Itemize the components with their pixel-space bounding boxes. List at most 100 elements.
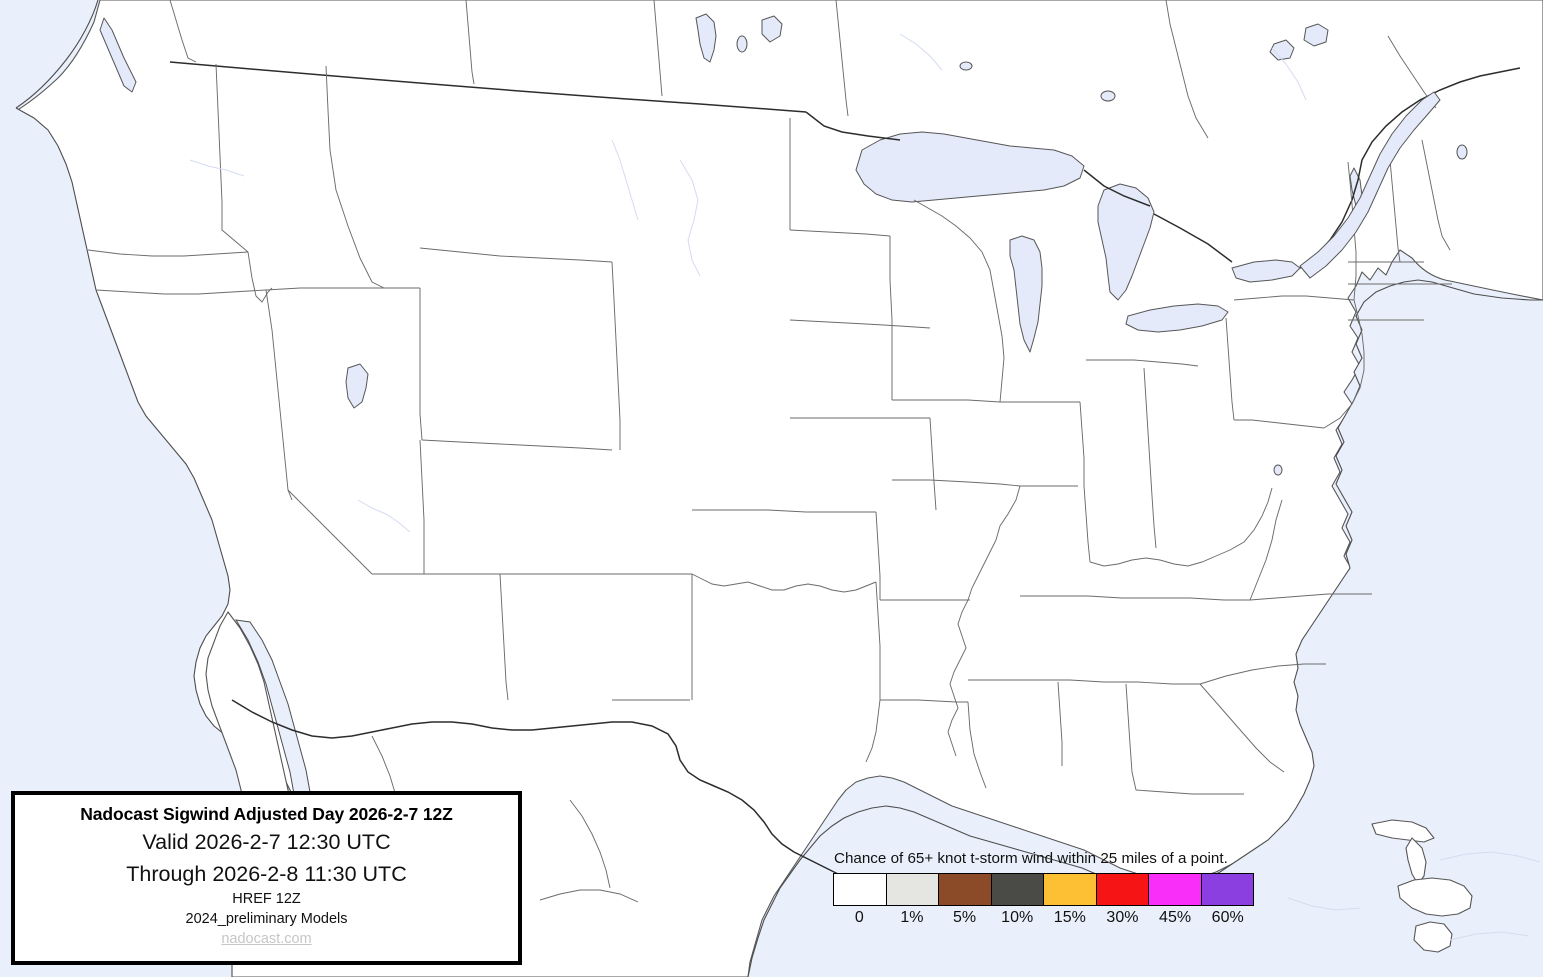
lake-huron — [1097, 183, 1155, 301]
legend-swatch-60pct — [1201, 874, 1253, 905]
border-mn-ia — [892, 399, 1001, 403]
border-in-oh — [1143, 367, 1157, 549]
red-river — [611, 139, 639, 221]
border-oh-pa — [1225, 317, 1235, 421]
border-mn-ia-west — [889, 236, 893, 400]
border-wy-co — [419, 288, 423, 441]
forecast-through-time: Through 2026-2-8 11:30 UTC — [126, 862, 407, 887]
forecast-model-set: 2024_preliminary Models — [185, 910, 348, 927]
canada-river-2 — [899, 33, 943, 71]
legend-swatch-45pct — [1149, 874, 1202, 905]
forecast-model: HREF 12Z — [232, 891, 301, 908]
legend-color-bar — [833, 873, 1254, 906]
border-ks-ok — [692, 509, 876, 513]
lake-superior — [855, 131, 1085, 203]
lake-speck-4 — [736, 35, 748, 53]
lake-speck-2 — [1100, 90, 1116, 102]
missouri-river — [679, 159, 701, 277]
border-wy-east — [611, 261, 621, 450]
cuba-east — [1413, 921, 1453, 953]
border-wa-or — [87, 249, 249, 257]
legend-label-row: 0 1% 5% 10% 15% 30% 45% 60% — [833, 909, 1254, 927]
manitoba-ontario-line — [835, 0, 849, 117]
border-ok-tx — [691, 573, 877, 593]
border-la-ms — [967, 701, 987, 789]
border-al-ga — [1125, 683, 1137, 791]
canada-lake-2 — [1269, 39, 1295, 61]
border-vt-nh — [1389, 159, 1401, 263]
legend-label-1pct: 1% — [900, 909, 924, 926]
bahamas-north — [1371, 819, 1435, 843]
canada-river-1 — [1271, 47, 1307, 101]
lake-winnipeg — [695, 13, 717, 63]
legend-swatch-15pct — [1044, 874, 1097, 905]
atlantic-ocean-fill — [748, 280, 1543, 977]
state-boundaries-group — [87, 63, 1452, 795]
border-nc-va — [1249, 593, 1372, 601]
border-ky-tn — [1020, 595, 1250, 601]
legend-label-10pct: 10% — [1001, 909, 1034, 926]
forecast-title: Nadocast Sigwind Adjusted Day 2026-2-7 1… — [80, 804, 453, 824]
pacific-ocean-south-fill — [0, 108, 302, 977]
columbia-river — [189, 159, 245, 177]
lake-speck-3 — [959, 61, 973, 71]
legend-swatch-5pct — [939, 874, 992, 905]
border-mi-in-oh — [1086, 359, 1199, 367]
canada-lake-1 — [1303, 23, 1329, 47]
border-wy-ut-east — [421, 439, 613, 451]
us-canada-border-east — [805, 67, 1521, 269]
alberta-sask-line — [465, 0, 475, 85]
atlantic-coast-group — [747, 279, 1543, 977]
border-il-in — [1079, 401, 1091, 563]
legend-swatch-0 — [834, 874, 887, 905]
border-mn-wi — [913, 199, 1005, 403]
border-az-nm — [499, 573, 509, 701]
border-tn-ms-al-ga — [968, 679, 1200, 685]
border-ga-fl — [1135, 789, 1244, 795]
sask-manitoba-line — [653, 0, 663, 97]
pacific-ocean-fill — [0, 0, 98, 118]
us-canada-border-49th — [169, 61, 807, 113]
site-watermark[interactable]: nadocast.com — [221, 931, 312, 948]
probability-legend: Chance of 65+ knot t-storm wind within 2… — [833, 850, 1257, 927]
ohio-river — [1089, 487, 1273, 567]
legend-label-5pct: 5% — [953, 909, 977, 926]
border-ks-mo — [929, 417, 937, 511]
border-va-wv-md — [1249, 499, 1283, 601]
bahama-bank-2 — [1449, 931, 1529, 941]
inland-lakes-group — [736, 35, 1468, 476]
caribbean-islands-group — [1287, 819, 1541, 953]
legend-swatch-10pct — [991, 874, 1044, 905]
border-mt-wy — [419, 247, 613, 263]
us-mexico-border — [231, 699, 843, 877]
border-la-tx — [865, 581, 881, 763]
bc-alberta-line — [169, 0, 197, 63]
rivers-group — [189, 139, 701, 533]
border-pa-ny — [1233, 295, 1355, 301]
canada-province-lines-group — [169, 0, 1437, 139]
border-ia-mo — [892, 479, 1021, 487]
forecast-info-box: Nadocast Sigwind Adjusted Day 2026-2-7 1… — [11, 791, 522, 965]
puget-sound — [99, 17, 137, 93]
border-ca-az — [287, 489, 293, 501]
border-or-id — [247, 251, 273, 303]
snake-river — [357, 499, 411, 533]
lake-erie — [1125, 303, 1229, 333]
great-salt-lake — [345, 363, 369, 409]
ontario-quebec-line — [1165, 0, 1209, 139]
mississippi-river — [947, 485, 1021, 757]
legend-swatch-30pct — [1096, 874, 1149, 905]
bahama-bank-1 — [1439, 851, 1541, 863]
border-id-mt — [325, 65, 385, 289]
border-ut-co — [419, 439, 425, 574]
border-ca-nv-diag — [265, 289, 289, 491]
border-nd-sd-ew — [789, 229, 891, 237]
legend-label-45pct: 45% — [1159, 909, 1192, 926]
florida-keys-shelf — [1287, 897, 1361, 911]
lake-michigan — [1009, 235, 1043, 353]
border-ca-nv-az — [287, 489, 373, 575]
border-nh-me — [1421, 139, 1451, 251]
legend-caption: Chance of 65+ knot t-storm wind within 2… — [834, 850, 1228, 867]
border-pa-nj-md — [1323, 299, 1365, 429]
